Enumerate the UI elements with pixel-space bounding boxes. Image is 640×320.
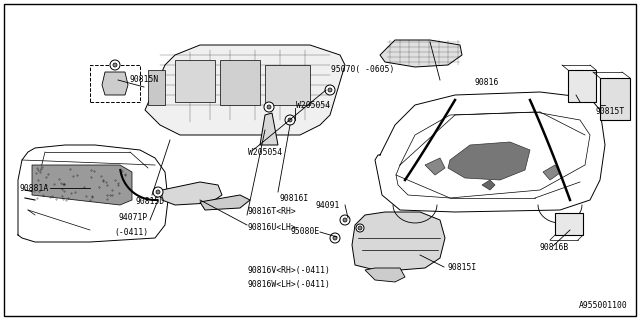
Text: W205054: W205054 <box>296 100 330 109</box>
Text: W205054: W205054 <box>248 148 282 156</box>
Text: 90815D: 90815D <box>136 197 164 206</box>
Text: 90816: 90816 <box>475 78 499 87</box>
Polygon shape <box>220 60 260 105</box>
Text: 90816I: 90816I <box>280 194 309 203</box>
Text: 94071P: 94071P <box>119 213 148 222</box>
Text: 90816V<RH>(-0411): 90816V<RH>(-0411) <box>248 266 331 275</box>
Polygon shape <box>482 180 495 190</box>
Text: 90816B: 90816B <box>540 243 569 252</box>
Text: 94091: 94091 <box>316 201 340 210</box>
Polygon shape <box>200 195 250 210</box>
Bar <box>600 78 630 120</box>
Text: 90881A: 90881A <box>20 183 49 193</box>
Text: 90815I: 90815I <box>447 263 476 273</box>
Polygon shape <box>162 182 222 205</box>
Circle shape <box>267 105 271 109</box>
Polygon shape <box>352 212 445 270</box>
Circle shape <box>325 85 335 95</box>
Text: 95070( -0605): 95070( -0605) <box>332 65 395 74</box>
Text: A955001100: A955001100 <box>579 301 628 310</box>
Circle shape <box>113 63 117 67</box>
Circle shape <box>356 224 364 232</box>
Polygon shape <box>102 72 128 95</box>
Polygon shape <box>448 142 530 180</box>
Circle shape <box>328 88 332 92</box>
Circle shape <box>288 118 292 122</box>
Bar <box>555 213 583 235</box>
Polygon shape <box>543 165 560 180</box>
Polygon shape <box>365 268 405 282</box>
Circle shape <box>343 218 347 222</box>
Polygon shape <box>32 165 132 205</box>
Text: 90815N: 90815N <box>129 75 159 84</box>
Text: 90816W<LH>(-0411): 90816W<LH>(-0411) <box>248 281 331 290</box>
Polygon shape <box>265 65 310 105</box>
Circle shape <box>330 233 340 243</box>
Circle shape <box>156 190 160 194</box>
Polygon shape <box>425 158 445 175</box>
Circle shape <box>110 60 120 70</box>
Text: 95080E: 95080E <box>291 228 320 236</box>
Text: 90816T<RH>: 90816T<RH> <box>248 207 297 217</box>
Text: 90815T: 90815T <box>595 107 624 116</box>
Polygon shape <box>380 40 462 67</box>
Polygon shape <box>148 70 165 105</box>
Circle shape <box>153 187 163 197</box>
Polygon shape <box>260 113 278 145</box>
Circle shape <box>340 215 350 225</box>
Text: (-0411): (-0411) <box>114 228 148 237</box>
Circle shape <box>358 226 362 230</box>
Circle shape <box>285 115 295 125</box>
Circle shape <box>264 102 274 112</box>
Polygon shape <box>145 45 345 135</box>
Polygon shape <box>175 60 215 102</box>
Bar <box>568 70 596 102</box>
Circle shape <box>333 236 337 240</box>
Text: 90816U<LH>: 90816U<LH> <box>248 222 297 231</box>
